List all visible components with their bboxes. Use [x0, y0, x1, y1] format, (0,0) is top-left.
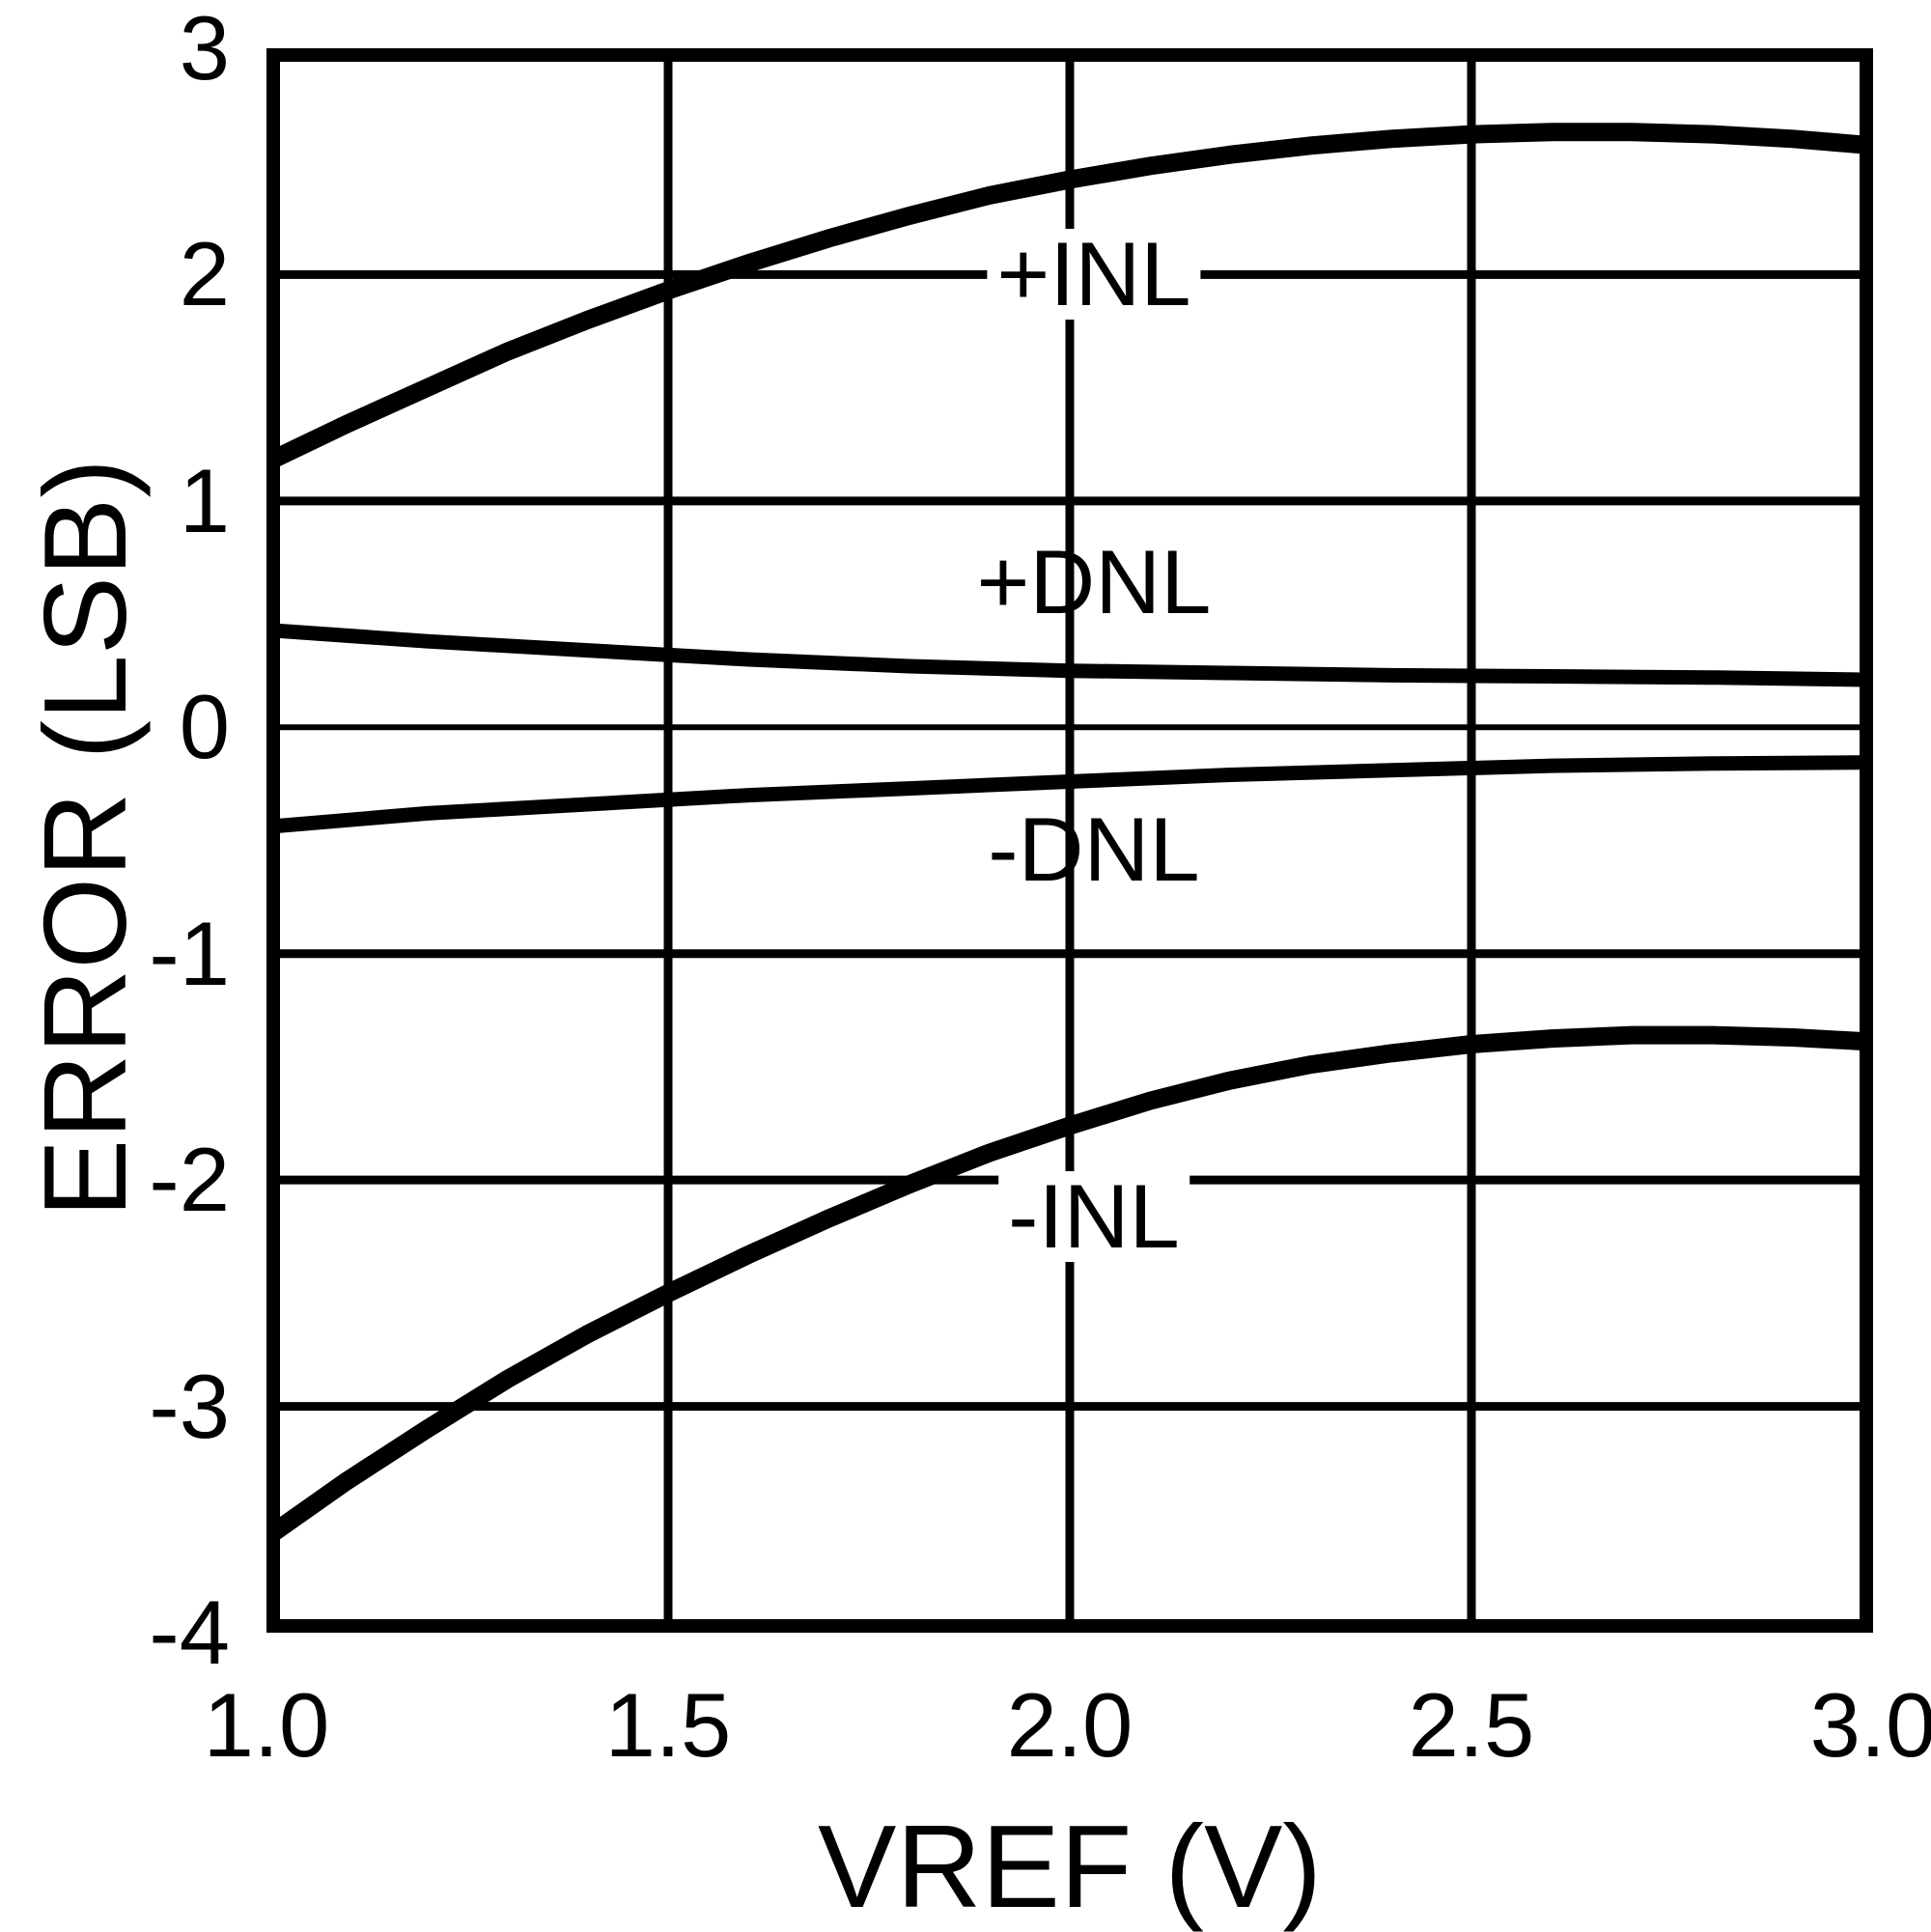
x-tick-label-2.0: 2.0 [1006, 1674, 1133, 1776]
y-tick-label-3: 3 [179, 0, 230, 98]
y-tick-label--4: -4 [149, 1582, 230, 1683]
y-tick-label-0: 0 [179, 676, 230, 778]
x-tick-label-2.5: 2.5 [1408, 1674, 1535, 1776]
curve--DNL [266, 755, 1873, 834]
y-tick-label--2: -2 [149, 1129, 230, 1231]
y-tick-label-1: 1 [179, 449, 230, 551]
curve-label--DNL: -DNL [988, 798, 1200, 900]
plot-area [266, 48, 1873, 1633]
curve-+INL [266, 123, 1873, 471]
x-axis-title: VREF (V) [818, 1801, 1322, 1932]
curve-+DNL [266, 623, 1873, 687]
y-tick-label--3: -3 [149, 1355, 230, 1457]
curve-label--INL: -INL [998, 1170, 1189, 1262]
x-tick-label-3.0: 3.0 [1809, 1674, 1931, 1776]
curve-label-+INL: +INL [987, 229, 1201, 321]
x-tick-label-1.5: 1.5 [604, 1674, 732, 1776]
y-axis-title: ERROR (LSB) [19, 458, 151, 1218]
curve--INL [266, 1025, 1873, 1546]
y-tick-label--1: -1 [149, 902, 230, 1004]
plot-border [266, 48, 1873, 1633]
curve-label-+DNL: +DNL [976, 531, 1212, 633]
y-tick-label-2: 2 [179, 223, 230, 325]
x-tick-label-1.0: 1.0 [203, 1674, 330, 1776]
